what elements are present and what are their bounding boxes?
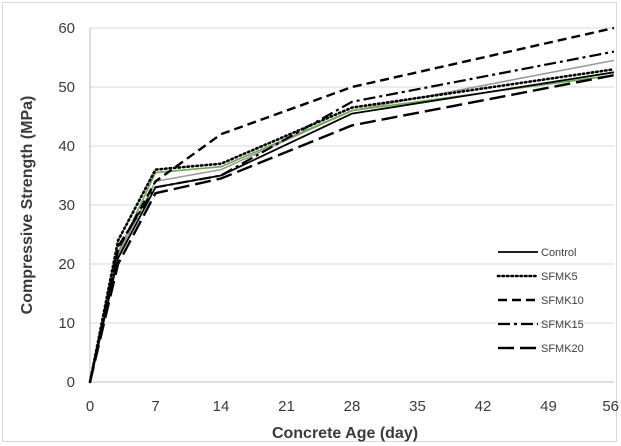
x-tick-label: 56 bbox=[602, 398, 619, 415]
y-tick-label: 10 bbox=[58, 315, 75, 332]
x-tick-label: 0 bbox=[86, 398, 94, 415]
x-tick-labels: 0 7 14 21 28 35 42 49 56 bbox=[86, 398, 619, 415]
grid-lines bbox=[90, 27, 614, 324]
x-tick-label: 14 bbox=[213, 398, 230, 415]
x-tick-label: 42 bbox=[475, 398, 492, 415]
x-tick-label: 49 bbox=[540, 398, 557, 415]
x-tick-label: 21 bbox=[278, 398, 295, 415]
y-tick-label: 40 bbox=[58, 138, 75, 155]
series-line-control bbox=[89, 71, 615, 383]
legend-label: SFMK20 bbox=[541, 343, 584, 355]
axes bbox=[89, 28, 614, 383]
y-tick-label: 30 bbox=[58, 197, 75, 214]
y-tick-label: 0 bbox=[67, 374, 75, 391]
y-tick-label: 50 bbox=[58, 79, 75, 96]
series-line-sfmk10 bbox=[88, 26, 615, 383]
series-line-sfmk15 bbox=[88, 50, 615, 383]
x-tick-label: 35 bbox=[409, 398, 426, 415]
series-line-sfmk20 bbox=[88, 74, 615, 383]
y-tick-label: 60 bbox=[58, 20, 75, 37]
series-lines bbox=[88, 26, 616, 384]
y-axis-title: Compressive Strength (MPa) bbox=[19, 96, 36, 315]
legend-label: SFMK5 bbox=[541, 271, 578, 283]
legend-label: SFMK15 bbox=[541, 319, 584, 331]
legend-label: SFMK10 bbox=[541, 295, 584, 307]
y-tick-label: 20 bbox=[58, 256, 75, 273]
reference-line bbox=[89, 74, 615, 383]
y-tick-labels: 0 10 20 30 40 50 60 bbox=[58, 20, 75, 391]
x-tick-label: 28 bbox=[344, 398, 361, 415]
legend-label: Control bbox=[541, 247, 576, 259]
x-tick-label: 7 bbox=[151, 398, 159, 415]
legend: Control SFMK5 SFMK10 SFMK15 SFMK20 bbox=[496, 247, 584, 355]
chart-frame bbox=[2, 2, 617, 442]
series-line-sfmk5 bbox=[88, 68, 616, 384]
x-axis-title: Concrete Age (day) bbox=[272, 425, 418, 442]
